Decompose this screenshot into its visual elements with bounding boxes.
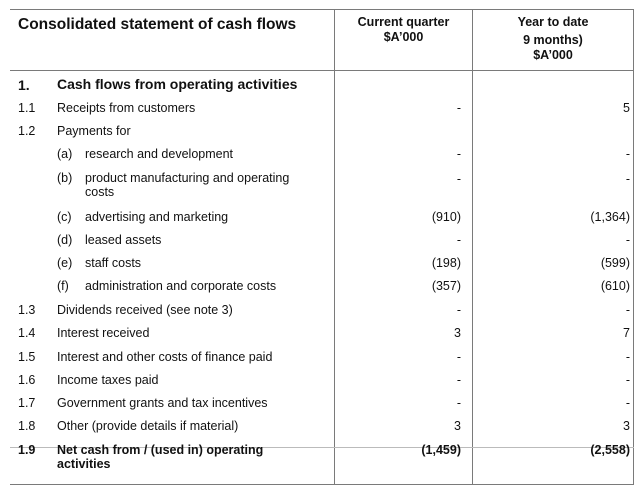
row-letter: (b) bbox=[57, 171, 73, 185]
current-quarter-value: - bbox=[456, 101, 461, 115]
current-quarter-header: Current quarter $A’000 bbox=[335, 15, 472, 45]
column-divider-1 bbox=[334, 9, 335, 485]
year-to-date-value: - bbox=[625, 350, 630, 364]
row-number: 1.8 bbox=[18, 419, 36, 433]
year-to-date-period: 9 months) bbox=[523, 33, 583, 47]
table-bottom-border bbox=[10, 484, 634, 485]
year-to-date-value: - bbox=[625, 303, 630, 317]
year-to-date-value: - bbox=[625, 373, 630, 387]
current-quarter-value: (910) bbox=[431, 210, 461, 224]
row-label: Payments for bbox=[57, 124, 131, 138]
section-number: 1. bbox=[18, 77, 30, 93]
current-quarter-unit: $A’000 bbox=[383, 30, 424, 44]
year-to-date-value: - bbox=[625, 172, 630, 186]
row-number: 1.1 bbox=[18, 101, 36, 115]
year-to-date-value: 7 bbox=[623, 326, 630, 340]
year-to-date-value: (599) bbox=[600, 256, 630, 270]
column-divider-2 bbox=[472, 9, 473, 485]
current-quarter-value: - bbox=[456, 396, 461, 410]
row-label: product manufacturing and operating cost… bbox=[85, 171, 290, 199]
row-number: 1.4 bbox=[18, 326, 36, 340]
current-quarter-value: - bbox=[456, 373, 461, 387]
year-to-date-value: (1,364) bbox=[590, 210, 630, 224]
header-bottom-border bbox=[10, 70, 634, 71]
year-to-date-value: (2,558) bbox=[590, 443, 630, 457]
row-label: advertising and marketing bbox=[85, 210, 229, 224]
current-quarter-value: 3 bbox=[454, 419, 461, 433]
row-label: Dividends received (see note 3) bbox=[57, 303, 233, 317]
year-to-date-header: Year to date 9 months) $A’000 bbox=[473, 15, 633, 63]
row-label: Government grants and tax incentives bbox=[57, 396, 268, 410]
total-row-divider bbox=[10, 447, 634, 448]
row-letter: (d) bbox=[57, 233, 73, 247]
row-label: Receipts from customers bbox=[57, 101, 196, 115]
table-top-border bbox=[10, 9, 634, 10]
row-number: 1.6 bbox=[18, 373, 36, 387]
row-label: staff costs bbox=[85, 256, 142, 270]
current-quarter-value: (1,459) bbox=[421, 443, 461, 457]
statement-title: Consolidated statement of cash flows bbox=[18, 16, 297, 33]
row-number: 1.7 bbox=[18, 396, 36, 410]
row-letter: (e) bbox=[57, 256, 73, 270]
current-quarter-value: - bbox=[456, 350, 461, 364]
row-label: research and development bbox=[85, 147, 234, 161]
current-quarter-label: Current quarter bbox=[357, 15, 450, 29]
year-to-date-value: - bbox=[625, 233, 630, 247]
year-to-date-unit: $A’000 bbox=[533, 48, 573, 62]
row-number: 1.2 bbox=[18, 124, 36, 138]
current-quarter-value: - bbox=[456, 147, 461, 161]
current-quarter-value: (198) bbox=[431, 256, 461, 270]
year-to-date-value: - bbox=[625, 396, 630, 410]
row-label: Other (provide details if material) bbox=[57, 419, 239, 433]
row-letter: (f) bbox=[57, 279, 69, 293]
section-label: Cash flows from operating activities bbox=[57, 76, 298, 92]
row-label: administration and corporate costs bbox=[85, 279, 277, 293]
year-to-date-value: 5 bbox=[623, 101, 630, 115]
row-label: Interest and other costs of finance paid bbox=[57, 350, 273, 364]
table-right-border bbox=[633, 9, 634, 485]
row-label: Interest received bbox=[57, 326, 150, 340]
row-label: Net cash from / (used in) operating acti… bbox=[57, 443, 264, 471]
year-to-date-value: (610) bbox=[600, 279, 630, 293]
current-quarter-value: - bbox=[456, 172, 461, 186]
current-quarter-value: (357) bbox=[431, 279, 461, 293]
cash-flow-statement: Consolidated statement of cash flows Cur… bbox=[10, 9, 634, 485]
row-label: leased assets bbox=[85, 233, 162, 247]
year-to-date-value: 3 bbox=[623, 419, 630, 433]
row-letter: (a) bbox=[57, 147, 73, 161]
current-quarter-value: - bbox=[456, 233, 461, 247]
current-quarter-value: - bbox=[456, 303, 461, 317]
row-label: Income taxes paid bbox=[57, 373, 159, 387]
row-number: 1.3 bbox=[18, 303, 36, 317]
current-quarter-value: 3 bbox=[454, 326, 461, 340]
year-to-date-value: - bbox=[625, 147, 630, 161]
row-number: 1.9 bbox=[18, 443, 36, 457]
row-letter: (c) bbox=[57, 210, 72, 224]
row-number: 1.5 bbox=[18, 350, 36, 364]
year-to-date-label: Year to date bbox=[517, 15, 589, 29]
